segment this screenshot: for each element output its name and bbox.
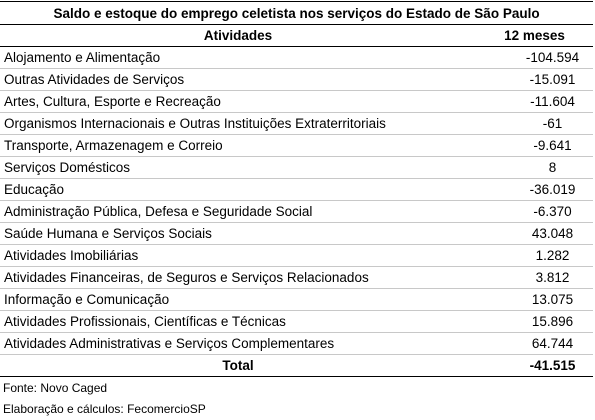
table-row: Atividades Imobiliárias 1.282 [0,244,594,267]
table-row: Organismos Internacionais e Outras Insti… [0,112,594,135]
row-activity-label: Atividades Administrativas e Serviços Co… [0,332,476,355]
table-title: Saldo e estoque do emprego celetista nos… [0,1,594,25]
total-value: -41.515 [476,354,594,377]
table-header-row: Atividades 12 meses [0,24,594,47]
row-activity-label: Educação [0,178,476,201]
row-value: 43.048 [476,222,594,245]
row-value: -104.594 [476,46,594,69]
row-activity-label: Informação e Comunicação [0,288,476,311]
table-row: Serviços Domésticos 8 [0,156,594,179]
row-value: 15.896 [476,310,594,333]
column-header-activity: Atividades [0,24,476,47]
table-row: Outras Atividades de Serviços -15.091 [0,68,594,91]
row-value: 64.744 [476,332,594,355]
row-activity-label: Atividades Imobiliárias [0,244,476,267]
row-value: -15.091 [476,68,594,91]
total-row: Total -41.515 [0,354,594,377]
row-value: 13.075 [476,288,594,311]
table-row: Atividades Profissionais, Científicas e … [0,310,594,333]
row-activity-label: Atividades Financeiras, de Seguros e Ser… [0,266,476,289]
row-value: 3.812 [476,266,594,289]
table-row: Artes, Cultura, Esporte e Recreação -11.6… [0,90,594,113]
row-value: 1.282 [476,244,594,267]
row-activity-label: Outras Atividades de Serviços [0,68,476,91]
row-activity-label: Organismos Internacionais e Outras Insti… [0,112,476,135]
employment-table: Saldo e estoque do emprego celetista nos… [0,1,594,377]
row-value: -61 [476,112,594,135]
row-value: 8 [476,156,594,179]
row-activity-label: Serviços Domésticos [0,156,476,179]
row-value: -9.641 [476,134,594,157]
row-activity-label: Artes, Cultura, Esporte e Recreação [0,90,476,113]
row-activity-label: Administração Pública, Defesa e Segurida… [0,200,476,223]
column-header-value: 12 meses [476,24,594,47]
row-activity-label: Saúde Humana e Serviços Sociais [0,222,476,245]
table-row: Atividades Administrativas e Serviços Co… [0,332,594,355]
source-note: Fonte: Novo Caged [3,381,108,395]
table-row: Transporte, Armazenagem e Correio -9.641 [0,134,594,157]
row-value: -36.019 [476,178,594,201]
table-row: Alojamento e Alimentação -104.594 [0,46,594,69]
total-label: Total [0,354,476,377]
table-row: Educação -36.019 [0,178,594,201]
table-title-row: Saldo e estoque do emprego celetista nos… [0,1,594,25]
table-row: Administração Pública, Defesa e Segurida… [0,200,594,223]
row-value: -6.370 [476,200,594,223]
row-activity-label: Atividades Profissionais, Científicas e … [0,310,476,333]
row-activity-label: Transporte, Armazenagem e Correio [0,134,476,157]
table-row: Saúde Humana e Serviços Sociais 43.048 [0,222,594,245]
table-row: Atividades Financeiras, de Seguros e Ser… [0,266,594,289]
row-activity-label: Alojamento e Alimentação [0,46,476,69]
row-value: -11.604 [476,90,594,113]
table-row: Informação e Comunicação 13.075 [0,288,594,311]
table-body: Alojamento e Alimentação -104.594 Outras A… [0,46,594,355]
table-notes: Fonte: Novo Caged Elaboração e cálculos:… [3,378,206,420]
elaboration-note: Elaboração e cálculos: FecomercioSP [3,402,206,416]
